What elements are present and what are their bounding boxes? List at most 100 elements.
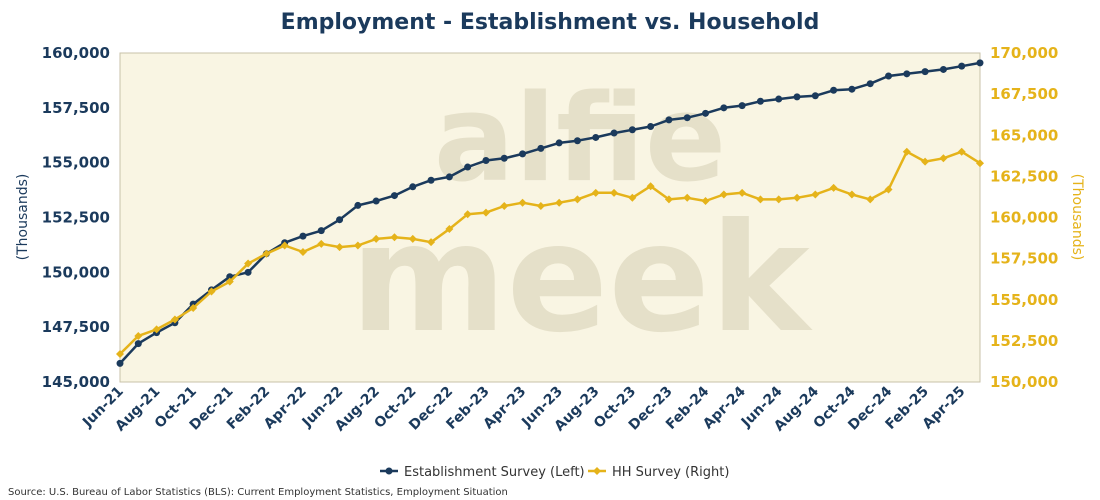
left-tick-label: 145,000 (42, 373, 110, 391)
point-establishment[interactable] (134, 340, 142, 348)
point-household[interactable] (207, 287, 216, 296)
point-establishment[interactable] (464, 163, 472, 171)
point-establishment[interactable] (610, 129, 618, 137)
point-establishment[interactable] (903, 70, 911, 78)
point-household[interactable] (408, 234, 417, 243)
point-household[interactable] (116, 350, 124, 359)
point-household[interactable] (225, 277, 234, 286)
point-establishment[interactable] (866, 80, 874, 88)
point-household[interactable] (335, 243, 344, 252)
point-household[interactable] (774, 195, 783, 204)
point-household[interactable] (591, 188, 600, 197)
point-household[interactable] (189, 303, 198, 312)
point-household[interactable] (445, 225, 454, 234)
legend-label-establishment: Establishment Survey (Left) (404, 465, 585, 480)
point-establishment[interactable] (336, 216, 344, 224)
point-household[interactable] (427, 238, 436, 247)
point-household[interactable] (664, 195, 673, 204)
point-household[interactable] (957, 147, 966, 156)
point-household[interactable] (536, 201, 545, 210)
point-household[interactable] (353, 241, 362, 250)
point-establishment[interactable] (573, 137, 581, 145)
legend-item-household[interactable]: HH Survey (Right) (588, 465, 729, 480)
point-establishment[interactable] (848, 85, 856, 93)
point-establishment[interactable] (372, 197, 380, 205)
point-establishment[interactable] (720, 104, 728, 112)
point-establishment[interactable] (390, 192, 398, 200)
point-household[interactable] (847, 190, 856, 199)
point-household[interactable] (262, 249, 271, 258)
point-household[interactable] (793, 193, 802, 202)
point-establishment[interactable] (665, 116, 673, 124)
point-household[interactable] (390, 233, 399, 242)
point-household[interactable] (811, 190, 820, 199)
point-household[interactable] (280, 241, 289, 250)
point-establishment[interactable] (976, 59, 984, 67)
point-establishment[interactable] (811, 92, 819, 100)
plot-area (119, 52, 981, 383)
point-establishment[interactable] (409, 183, 417, 191)
point-household[interactable] (829, 183, 838, 192)
point-establishment[interactable] (592, 133, 600, 141)
point-establishment[interactable] (885, 72, 893, 80)
point-household[interactable] (134, 331, 143, 340)
point-establishment[interactable] (793, 93, 801, 101)
point-establishment[interactable] (958, 62, 966, 70)
point-household[interactable] (152, 325, 161, 334)
point-household[interactable] (866, 195, 875, 204)
point-establishment[interactable] (775, 95, 783, 103)
point-establishment[interactable] (317, 227, 325, 235)
point-household[interactable] (463, 210, 472, 219)
point-household[interactable] (683, 193, 692, 202)
point-establishment[interactable] (702, 109, 710, 117)
point-household[interactable] (646, 182, 655, 191)
point-household[interactable] (628, 193, 637, 202)
point-household[interactable] (976, 159, 984, 168)
point-household[interactable] (481, 208, 490, 217)
legend-marker-establishment (385, 467, 393, 475)
point-household[interactable] (610, 188, 619, 197)
series-line-household (119, 150, 981, 355)
legend: Establishment Survey (Left) HH Survey (R… (380, 465, 729, 480)
point-household[interactable] (701, 197, 710, 206)
point-household[interactable] (372, 234, 381, 243)
point-establishment[interactable] (683, 114, 691, 122)
point-household[interactable] (939, 154, 948, 163)
point-household[interactable] (555, 198, 564, 207)
point-establishment[interactable] (921, 68, 929, 76)
point-establishment[interactable] (500, 154, 508, 162)
point-establishment[interactable] (116, 359, 124, 367)
point-household[interactable] (902, 147, 911, 156)
point-household[interactable] (573, 195, 582, 204)
point-establishment[interactable] (445, 173, 453, 181)
right-tick-label: 167,500 (990, 85, 1058, 103)
point-household[interactable] (244, 259, 253, 268)
point-establishment[interactable] (299, 232, 307, 240)
point-establishment[interactable] (647, 122, 655, 130)
legend-item-establishment[interactable]: Establishment Survey (Left) (380, 465, 585, 480)
point-household[interactable] (170, 315, 179, 324)
point-establishment[interactable] (427, 176, 435, 184)
point-household[interactable] (756, 195, 765, 204)
point-establishment[interactable] (628, 126, 636, 134)
point-establishment[interactable] (244, 268, 252, 276)
point-establishment[interactable] (519, 150, 527, 158)
point-household[interactable] (738, 188, 747, 197)
point-household[interactable] (719, 190, 728, 199)
point-household[interactable] (317, 239, 326, 248)
source-note: Source: U.S. Bureau of Labor Statistics … (8, 487, 508, 498)
point-establishment[interactable] (354, 201, 362, 209)
point-household[interactable] (298, 248, 307, 257)
point-household[interactable] (518, 198, 527, 207)
left-tick-label: 155,000 (42, 154, 110, 172)
point-establishment[interactable] (830, 86, 838, 94)
point-establishment[interactable] (482, 156, 490, 164)
point-establishment[interactable] (939, 65, 947, 73)
point-establishment[interactable] (738, 102, 746, 110)
point-establishment[interactable] (756, 97, 764, 105)
point-household[interactable] (921, 157, 930, 166)
point-establishment[interactable] (555, 139, 563, 147)
point-establishment[interactable] (537, 144, 545, 152)
point-household[interactable] (884, 185, 893, 194)
point-household[interactable] (500, 201, 509, 210)
